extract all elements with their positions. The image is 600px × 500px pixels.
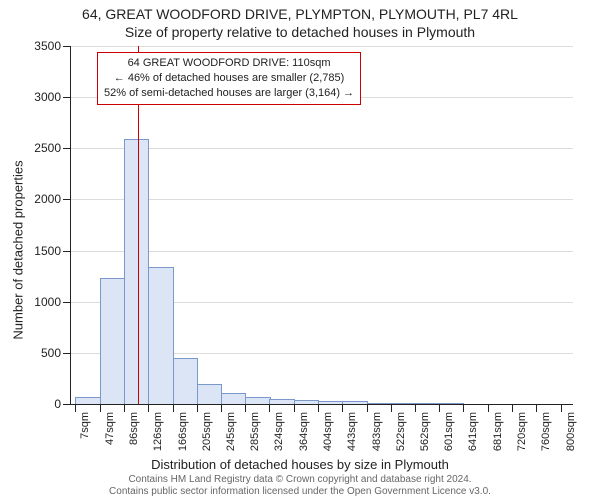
histogram-bar: [197, 384, 222, 404]
x-tick: [512, 404, 513, 412]
histogram-bar: [439, 403, 464, 404]
y-tick: [63, 199, 71, 200]
x-tick-label: 562sqm: [419, 412, 431, 451]
x-tick: [173, 404, 174, 412]
x-tick-label: 522sqm: [395, 412, 407, 451]
x-tick-label: 404sqm: [322, 412, 334, 451]
grid-line: [71, 46, 573, 47]
histogram-bar: [294, 400, 319, 404]
x-tick-label: 86sqm: [128, 412, 140, 445]
x-tick: [318, 404, 319, 412]
histogram-bar: [367, 403, 392, 405]
x-tick-label: 245sqm: [225, 412, 237, 451]
annotation-box: 64 GREAT WOODFORD DRIVE: 110sqm ← 46% of…: [97, 52, 361, 105]
histogram-bar: [415, 403, 440, 404]
title-sub: Size of property relative to detached ho…: [0, 24, 600, 40]
y-tick: [63, 148, 71, 149]
x-tick: [148, 404, 149, 412]
x-tick: [415, 404, 416, 412]
y-tick-label: 3500: [34, 39, 61, 53]
x-tick: [294, 404, 295, 412]
x-tick-label: 205sqm: [201, 412, 213, 451]
histogram-bar: [100, 278, 125, 404]
y-tick: [63, 251, 71, 252]
x-tick: [463, 404, 464, 412]
histogram-bar: [318, 401, 343, 404]
x-tick-label: 126sqm: [152, 412, 164, 451]
y-tick: [63, 46, 71, 47]
x-tick: [342, 404, 343, 412]
x-tick: [391, 404, 392, 412]
x-tick-label: 720sqm: [516, 412, 528, 451]
y-tick-label: 500: [41, 346, 61, 360]
annotation-line: 64 GREAT WOODFORD DRIVE: 110sqm: [104, 56, 354, 71]
x-tick: [269, 404, 270, 412]
x-tick-label: 760sqm: [540, 412, 552, 451]
histogram-bar: [391, 403, 416, 404]
y-axis-label: Number of detached properties: [11, 160, 26, 339]
y-tick: [63, 353, 71, 354]
y-tick: [63, 97, 71, 98]
x-tick: [439, 404, 440, 412]
y-tick: [63, 404, 71, 405]
x-tick: [245, 404, 246, 412]
x-tick-label: 7sqm: [79, 412, 91, 439]
x-tick-label: 285sqm: [249, 412, 261, 451]
plot-area: 05001000150020002500300035007sqm47sqm86s…: [70, 46, 573, 405]
x-tick-label: 324sqm: [273, 412, 285, 451]
y-tick-label: 1500: [34, 244, 61, 258]
annotation-line: ← 46% of detached houses are smaller (2,…: [104, 71, 354, 86]
histogram-bar: [75, 397, 100, 404]
x-tick: [561, 404, 562, 412]
x-tick: [536, 404, 537, 412]
x-tick-label: 681sqm: [492, 412, 504, 451]
y-tick-label: 2500: [34, 141, 61, 155]
histogram-bar: [342, 401, 367, 404]
y-tick-label: 1000: [34, 295, 61, 309]
x-tick: [124, 404, 125, 412]
x-tick-label: 364sqm: [298, 412, 310, 451]
histogram-bar: [148, 267, 173, 404]
x-tick: [100, 404, 101, 412]
x-tick: [75, 404, 76, 412]
footer-line: Contains public sector information licen…: [0, 486, 600, 498]
x-tick-label: 47sqm: [104, 412, 116, 445]
x-tick-label: 601sqm: [443, 412, 455, 451]
histogram-bar: [173, 358, 198, 404]
histogram-bar: [269, 399, 294, 404]
footer: Contains HM Land Registry data © Crown c…: [0, 474, 600, 500]
histogram-bar: [124, 139, 149, 404]
histogram-bar: [221, 393, 246, 404]
x-tick-label: 800sqm: [565, 412, 577, 451]
annotation-line: 52% of semi-detached houses are larger (…: [104, 86, 354, 101]
y-tick-label: 2000: [34, 192, 61, 206]
x-tick-label: 443sqm: [346, 412, 358, 451]
title-main: 64, GREAT WOODFORD DRIVE, PLYMPTON, PLYM…: [0, 6, 600, 22]
x-tick: [488, 404, 489, 412]
histogram-bar: [245, 397, 270, 404]
footer-line: Contains HM Land Registry data © Crown c…: [0, 474, 600, 486]
x-tick: [221, 404, 222, 412]
y-tick-label: 3000: [34, 90, 61, 104]
x-tick-label: 483sqm: [371, 412, 383, 451]
x-tick: [367, 404, 368, 412]
y-tick-label: 0: [54, 397, 61, 411]
x-axis-label: Distribution of detached houses by size …: [0, 457, 600, 472]
x-tick-label: 641sqm: [467, 412, 479, 451]
chart-container: 64, GREAT WOODFORD DRIVE, PLYMPTON, PLYM…: [0, 0, 600, 500]
x-tick: [197, 404, 198, 412]
x-tick-label: 166sqm: [177, 412, 189, 451]
y-tick: [63, 302, 71, 303]
